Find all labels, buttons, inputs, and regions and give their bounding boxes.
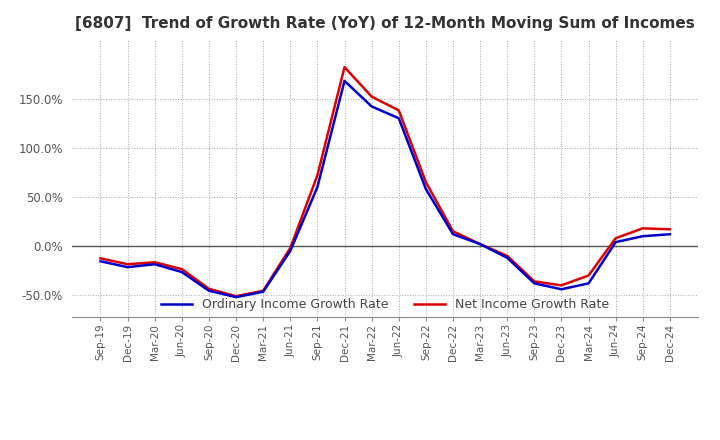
Ordinary Income Growth Rate — [476, 242, 485, 247]
Ordinary Income Growth Rate — [259, 289, 268, 294]
Net Income Growth Rate — [150, 260, 159, 265]
Net Income Growth Rate — [639, 226, 647, 231]
Ordinary Income Growth Rate — [503, 255, 511, 260]
Net Income Growth Rate — [665, 227, 674, 232]
Net Income Growth Rate — [557, 283, 566, 288]
Net Income Growth Rate — [449, 229, 457, 234]
Net Income Growth Rate — [313, 172, 322, 178]
Net Income Growth Rate — [367, 94, 376, 99]
Net Income Growth Rate — [204, 286, 213, 291]
Net Income Growth Rate — [232, 293, 240, 299]
Ordinary Income Growth Rate — [557, 286, 566, 292]
Net Income Growth Rate — [530, 279, 539, 284]
Net Income Growth Rate — [584, 273, 593, 278]
Ordinary Income Growth Rate — [178, 269, 186, 275]
Net Income Growth Rate — [123, 261, 132, 267]
Ordinary Income Growth Rate — [204, 288, 213, 293]
Net Income Growth Rate — [421, 180, 430, 185]
Ordinary Income Growth Rate — [449, 231, 457, 237]
Ordinary Income Growth Rate — [313, 184, 322, 190]
Line: Ordinary Income Growth Rate: Ordinary Income Growth Rate — [101, 81, 670, 297]
Net Income Growth Rate — [395, 108, 403, 113]
Net Income Growth Rate — [96, 256, 105, 261]
Ordinary Income Growth Rate — [421, 187, 430, 192]
Title: [6807]  Trend of Growth Rate (YoY) of 12-Month Moving Sum of Incomes: [6807] Trend of Growth Rate (YoY) of 12-… — [76, 16, 695, 32]
Ordinary Income Growth Rate — [150, 261, 159, 267]
Net Income Growth Rate — [503, 253, 511, 258]
Ordinary Income Growth Rate — [232, 294, 240, 300]
Ordinary Income Growth Rate — [639, 234, 647, 239]
Net Income Growth Rate — [611, 235, 620, 241]
Ordinary Income Growth Rate — [286, 248, 294, 253]
Ordinary Income Growth Rate — [96, 259, 105, 264]
Legend: Ordinary Income Growth Rate, Net Income Growth Rate: Ordinary Income Growth Rate, Net Income … — [156, 293, 614, 316]
Ordinary Income Growth Rate — [584, 281, 593, 286]
Ordinary Income Growth Rate — [530, 281, 539, 286]
Ordinary Income Growth Rate — [665, 231, 674, 237]
Ordinary Income Growth Rate — [123, 264, 132, 270]
Net Income Growth Rate — [286, 246, 294, 251]
Ordinary Income Growth Rate — [611, 239, 620, 245]
Net Income Growth Rate — [341, 65, 349, 70]
Line: Net Income Growth Rate: Net Income Growth Rate — [101, 67, 670, 296]
Ordinary Income Growth Rate — [341, 78, 349, 84]
Net Income Growth Rate — [476, 242, 485, 247]
Net Income Growth Rate — [178, 267, 186, 272]
Ordinary Income Growth Rate — [395, 116, 403, 121]
Ordinary Income Growth Rate — [367, 104, 376, 109]
Net Income Growth Rate — [259, 288, 268, 293]
